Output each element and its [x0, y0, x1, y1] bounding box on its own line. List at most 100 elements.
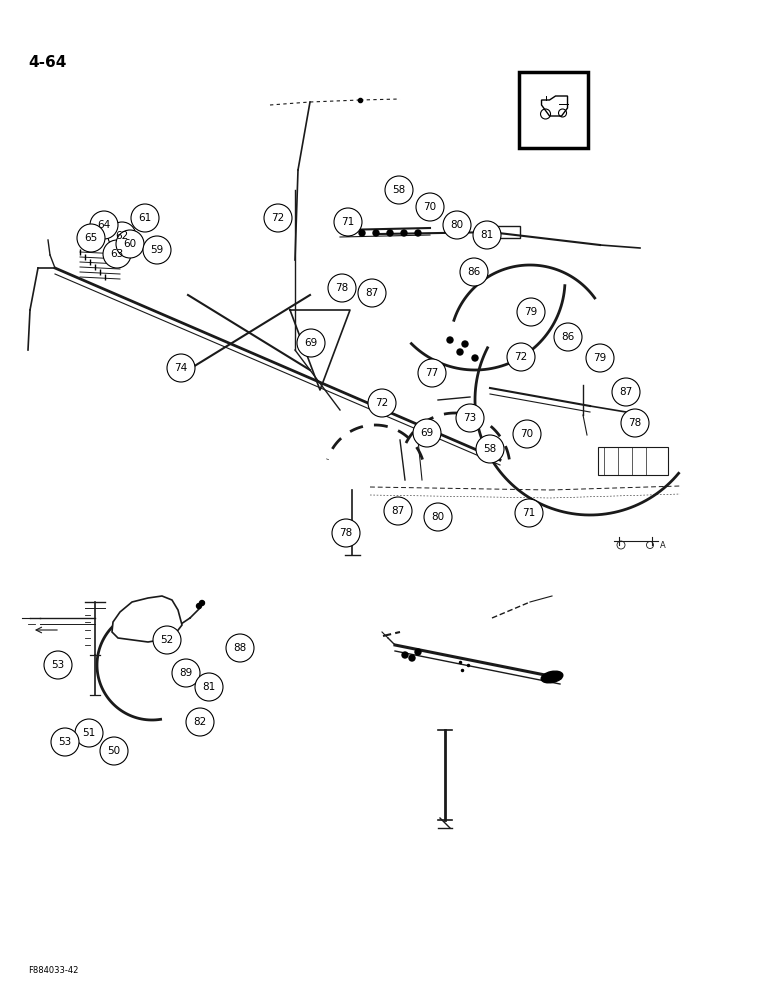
Circle shape	[460, 258, 488, 286]
Circle shape	[195, 673, 223, 701]
Text: 58: 58	[392, 185, 405, 195]
Circle shape	[172, 659, 200, 687]
Circle shape	[297, 329, 325, 357]
Text: 88: 88	[233, 643, 246, 653]
Circle shape	[264, 204, 292, 232]
Circle shape	[402, 652, 408, 658]
Circle shape	[103, 240, 131, 268]
Text: 61: 61	[138, 213, 151, 223]
Circle shape	[90, 211, 118, 239]
Text: 78: 78	[335, 283, 349, 293]
Text: 62: 62	[115, 231, 129, 241]
Circle shape	[334, 208, 362, 236]
Text: 53: 53	[59, 737, 72, 747]
Text: 82: 82	[193, 717, 207, 727]
Bar	[598, 447, 668, 475]
Text: 89: 89	[179, 668, 193, 678]
Circle shape	[457, 349, 463, 355]
Circle shape	[153, 626, 181, 654]
Circle shape	[328, 274, 356, 302]
Circle shape	[384, 497, 412, 525]
Circle shape	[401, 230, 407, 236]
Text: 77: 77	[425, 368, 438, 378]
Text: 58: 58	[483, 444, 496, 454]
Circle shape	[515, 499, 543, 527]
Circle shape	[612, 378, 640, 406]
Circle shape	[358, 279, 386, 307]
Circle shape	[472, 355, 478, 361]
Text: 69: 69	[421, 428, 434, 438]
Circle shape	[416, 193, 444, 221]
Text: 72: 72	[514, 352, 527, 362]
Text: A: A	[660, 540, 665, 550]
Circle shape	[44, 651, 72, 679]
Circle shape	[197, 603, 201, 608]
Circle shape	[424, 503, 452, 531]
Circle shape	[359, 230, 365, 236]
Circle shape	[415, 230, 421, 236]
Circle shape	[554, 323, 582, 351]
Text: 74: 74	[174, 363, 188, 373]
Text: F884033-42: F884033-42	[28, 966, 79, 975]
Circle shape	[51, 728, 79, 756]
Circle shape	[385, 176, 413, 204]
Text: 79: 79	[524, 307, 537, 317]
Circle shape	[586, 344, 614, 372]
Text: 86: 86	[467, 267, 481, 277]
Circle shape	[413, 419, 441, 447]
Circle shape	[415, 649, 421, 655]
Polygon shape	[541, 96, 567, 116]
Circle shape	[456, 404, 484, 432]
Bar	[490, 226, 520, 238]
Circle shape	[368, 389, 396, 417]
Circle shape	[409, 655, 415, 661]
Circle shape	[621, 409, 649, 437]
Polygon shape	[112, 596, 182, 642]
Text: 87: 87	[391, 506, 405, 516]
Text: 86: 86	[561, 332, 574, 342]
Text: 80: 80	[450, 220, 463, 230]
Text: 60: 60	[124, 239, 137, 249]
Text: 79: 79	[594, 353, 607, 363]
Text: 50: 50	[107, 746, 120, 756]
Circle shape	[443, 211, 471, 239]
Circle shape	[167, 354, 195, 382]
Text: 51: 51	[83, 728, 96, 738]
Circle shape	[462, 341, 468, 347]
Circle shape	[77, 224, 105, 252]
Text: 71: 71	[341, 217, 354, 227]
Text: 70: 70	[423, 202, 436, 212]
Circle shape	[373, 230, 379, 236]
Text: 63: 63	[110, 249, 124, 259]
Text: 87: 87	[365, 288, 378, 298]
Circle shape	[476, 435, 504, 463]
Text: 72: 72	[375, 398, 388, 408]
Text: 71: 71	[523, 508, 536, 518]
Circle shape	[116, 230, 144, 258]
Circle shape	[108, 222, 136, 250]
Text: 80: 80	[432, 512, 445, 522]
Text: 69: 69	[304, 338, 317, 348]
Circle shape	[332, 519, 360, 547]
Circle shape	[345, 230, 351, 236]
Text: 87: 87	[619, 387, 632, 397]
Text: 65: 65	[84, 233, 97, 243]
Text: 78: 78	[340, 528, 353, 538]
Text: 72: 72	[272, 213, 285, 223]
Text: 59: 59	[151, 245, 164, 255]
Circle shape	[418, 359, 446, 387]
Text: 81: 81	[202, 682, 215, 692]
Circle shape	[473, 221, 501, 249]
Bar	[519, 72, 588, 148]
Text: 81: 81	[480, 230, 493, 240]
Circle shape	[186, 708, 214, 736]
Circle shape	[517, 298, 545, 326]
Circle shape	[226, 634, 254, 662]
Text: 78: 78	[628, 418, 642, 428]
Text: 70: 70	[520, 429, 533, 439]
Circle shape	[507, 343, 535, 371]
Circle shape	[387, 230, 393, 236]
Ellipse shape	[541, 671, 563, 683]
Circle shape	[131, 204, 159, 232]
Text: 73: 73	[463, 413, 476, 423]
